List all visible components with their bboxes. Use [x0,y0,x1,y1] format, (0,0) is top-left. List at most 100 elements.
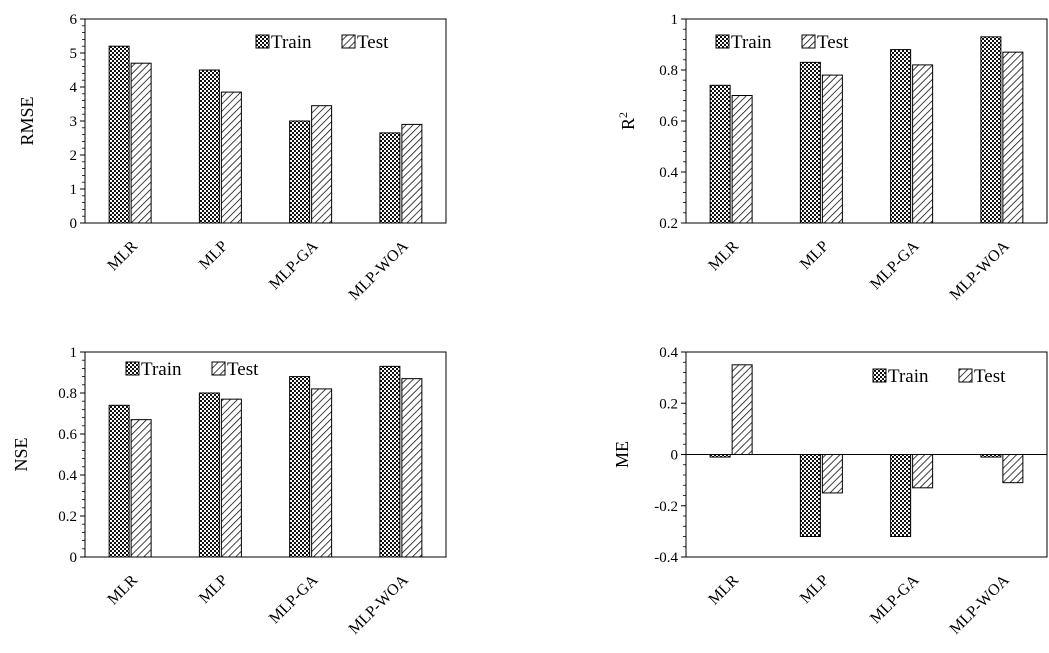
bar-train-mlp [198,69,220,224]
y-tick-label: 1 [70,345,78,361]
legend: Train Test [715,32,849,53]
bar-train-mlp-woa [379,365,401,558]
bar-train-mlp-ga [890,454,912,537]
x-tick-label: MLR [705,238,742,275]
legend-label-train: Train [271,32,312,53]
bar-test-mlr [731,364,753,455]
bar-train-mlp-ga [289,376,311,558]
y-tick-label: 0 [70,216,78,232]
y-tick-label: 1 [671,12,679,28]
legend-label-test: Test [817,32,849,53]
x-tick-label: MLP [196,572,231,607]
chart-panel-me: -0.4 -0.2 0 0.2 0.4 ME MLR MLP MLP-GA MLP-WOA Trai… [612,345,1048,638]
chart-panel-rmse: 0 1 2 3 4 5 6 RMSE MLR MLP MLP-GA MLP-WOA Train Test [17,12,447,304]
y-tick-label: 0.8 [58,386,77,402]
y-axis-label: NSE [11,437,31,471]
y-tick-label: 4 [70,80,78,96]
bar-test-mlp-ga [912,64,934,224]
y-tick-label: 2 [70,148,78,164]
bar-test-mlr [130,62,152,224]
legend-swatch-train [125,361,140,376]
plot-frame [84,351,447,558]
legend-swatch-train [255,34,270,49]
y-tick-label: 0.2 [659,216,678,232]
y-tick-label: 3 [70,114,78,130]
y-tick-label: 0.8 [659,63,678,79]
x-tick-label: MLP [196,238,231,273]
x-tick-label: MLP [797,572,832,607]
x-tick-label: MLR [104,238,141,275]
y-axis-label: ME [612,441,632,468]
bar-test-mlp-woa [1002,454,1024,484]
bar-train-mlr [709,84,731,224]
legend-label-test: Test [227,359,259,380]
y-tick-label: 0.2 [58,509,77,525]
legend-swatch-train [872,368,887,383]
legend: Train Test [125,359,259,380]
x-tick-label: MLP-WOA [346,571,412,637]
legend-swatch-test [211,361,226,376]
bar-test-mlp [821,74,843,224]
bar-test-mlp [220,398,242,558]
x-tick-label: MLP-WOA [947,237,1013,303]
bar-test-mlp-ga [912,454,934,489]
bar-train-mlp-woa [980,36,1002,224]
bar-test-mlr [130,419,152,558]
x-tick-label: MLR [104,572,141,609]
bar-test-mlp [220,91,242,224]
x-tick-label: MLP-GA [867,571,923,627]
bar-test-mlr [731,95,753,224]
y-tick-label: 0.6 [659,114,678,130]
legend-label-train: Train [731,32,772,53]
x-tick-label: MLP-WOA [346,237,412,303]
bar-train-mlp [799,61,821,224]
bar-train-mlr [108,45,130,224]
bar-test-mlp-ga [311,105,333,224]
y-tick-label: 0 [70,550,78,566]
legend-label-test: Test [974,366,1006,387]
legend-swatch-test [958,368,973,383]
bar-test-mlp-ga [311,388,333,558]
x-tick-label: MLP-GA [266,571,322,627]
chart-panel-nse: 0 0.2 0.4 0.6 0.8 1 NSE MLR MLP MLP-GA MLP-WOA Trai… [11,345,447,638]
bar-train-mlp [799,454,821,537]
legend-label-train: Train [141,359,182,380]
y-tick-label: 0 [671,448,679,464]
y-tick-label: 0.4 [58,468,77,484]
y-axis-label-superscript: 2 [616,112,630,118]
legend-swatch-train [715,34,730,49]
y-tick-label: -0.2 [654,499,678,515]
y-tick-label: 6 [70,12,78,28]
legend-swatch-test [341,34,356,49]
x-tick-label: MLP-GA [266,237,322,293]
y-tick-label: 0.6 [58,427,77,443]
bar-train-mlr [108,404,130,558]
bar-test-mlp [821,454,843,494]
y-tick-label: 0.4 [659,165,678,181]
y-tick-label: 0.4 [659,345,678,361]
x-tick-label: MLP [797,238,832,273]
y-tick-label: 5 [70,46,78,62]
bar-test-mlp-woa [401,123,423,224]
legend: Train Test [872,366,1006,387]
y-tick-label: 1 [70,182,78,198]
bar-train-mlp-ga [890,49,912,224]
x-tick-label: MLR [705,572,742,609]
bar-train-mlr [709,454,731,458]
legend: Train Test [255,32,389,53]
legend-label-test: Test [357,32,389,53]
y-tick-label: -0.4 [654,550,678,566]
x-tick-label: MLP-WOA [947,571,1013,637]
bar-train-mlp [198,392,220,558]
bar-train-mlp-woa [980,454,1002,458]
bar-train-mlp-ga [289,120,311,224]
y-tick-label: 0.2 [659,396,678,412]
bar-test-mlp-woa [1002,51,1024,224]
legend-label-train: Train [888,366,929,387]
bar-train-mlp-woa [379,132,401,224]
bar-test-mlp-woa [401,378,423,558]
legend-swatch-test [801,34,816,49]
y-axis-label: R2 [616,112,638,130]
